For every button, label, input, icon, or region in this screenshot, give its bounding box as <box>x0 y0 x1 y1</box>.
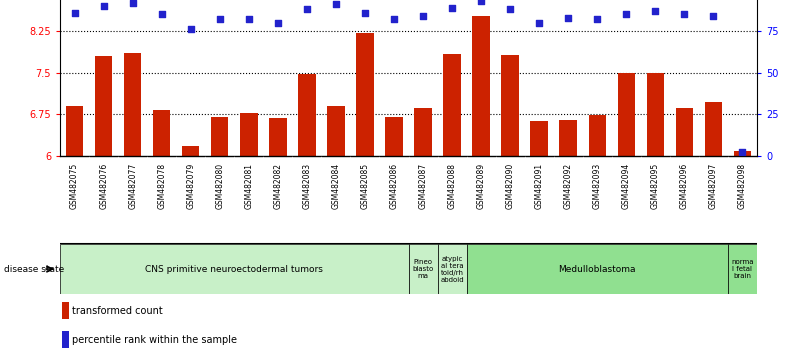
Point <box>329 1 342 7</box>
Point <box>445 5 458 11</box>
Text: disease state: disease state <box>4 264 64 274</box>
Text: GSM482092: GSM482092 <box>564 163 573 209</box>
Text: GSM482077: GSM482077 <box>128 163 137 209</box>
Bar <box>728 244 757 294</box>
Point <box>562 15 574 21</box>
Point <box>272 20 284 25</box>
Text: GSM482079: GSM482079 <box>187 163 195 209</box>
Text: GSM482086: GSM482086 <box>389 163 398 209</box>
Point <box>504 6 517 12</box>
Point <box>184 27 197 32</box>
Point <box>620 11 633 17</box>
Bar <box>675 108 693 156</box>
Bar <box>240 113 257 156</box>
Text: GSM482083: GSM482083 <box>303 163 312 209</box>
Text: GSM482075: GSM482075 <box>70 163 79 209</box>
Point <box>359 10 372 16</box>
Point <box>649 8 662 14</box>
Point <box>388 17 400 22</box>
Text: norma
l fetal
brain: norma l fetal brain <box>731 259 754 279</box>
Bar <box>589 115 606 156</box>
Text: GSM482076: GSM482076 <box>99 163 108 209</box>
Text: GSM482091: GSM482091 <box>535 163 544 209</box>
Text: CNS primitive neuroectodermal tumors: CNS primitive neuroectodermal tumors <box>145 264 324 274</box>
Text: GSM482081: GSM482081 <box>244 163 253 209</box>
Bar <box>705 102 722 156</box>
Point <box>213 17 226 22</box>
Bar <box>618 73 635 156</box>
Bar <box>530 121 548 156</box>
Bar <box>356 33 373 156</box>
Point <box>243 17 256 22</box>
Text: GSM482082: GSM482082 <box>273 163 282 209</box>
Bar <box>646 73 664 156</box>
Bar <box>466 244 728 294</box>
Bar <box>62 331 70 348</box>
Text: GSM482089: GSM482089 <box>477 163 485 209</box>
Point <box>533 20 545 25</box>
Text: percentile rank within the sample: percentile rank within the sample <box>72 335 237 344</box>
Text: atypic
al tera
toid/rh
abdoid: atypic al tera toid/rh abdoid <box>441 256 464 282</box>
Bar <box>124 53 141 156</box>
Text: transformed count: transformed count <box>72 306 163 316</box>
Point <box>417 13 429 19</box>
Text: GSM482080: GSM482080 <box>215 163 224 209</box>
Text: GSM482084: GSM482084 <box>332 163 340 209</box>
Bar <box>414 108 432 156</box>
Text: GSM482087: GSM482087 <box>419 163 428 209</box>
Text: Medulloblastoma: Medulloblastoma <box>558 264 636 274</box>
Bar <box>437 244 466 294</box>
Point <box>678 11 690 17</box>
Text: GSM482095: GSM482095 <box>651 163 660 209</box>
Text: GSM482094: GSM482094 <box>622 163 630 209</box>
Point <box>127 0 139 6</box>
Bar <box>473 16 489 156</box>
Bar <box>269 118 287 156</box>
Point <box>736 150 749 155</box>
Bar <box>734 151 751 156</box>
Bar <box>62 302 70 319</box>
Text: GSM482093: GSM482093 <box>593 163 602 209</box>
Text: GSM482078: GSM482078 <box>157 163 166 209</box>
Bar <box>153 110 171 156</box>
Text: GSM482085: GSM482085 <box>360 163 369 209</box>
Point <box>300 6 313 12</box>
Bar <box>409 244 437 294</box>
Bar <box>66 106 83 156</box>
Point <box>707 13 720 19</box>
Text: GSM482097: GSM482097 <box>709 163 718 209</box>
Text: GSM482090: GSM482090 <box>505 163 514 209</box>
Bar <box>182 146 199 156</box>
Point <box>475 0 488 4</box>
Point <box>155 11 168 17</box>
Text: Pineo
blasto
ma: Pineo blasto ma <box>413 259 433 279</box>
Bar <box>60 244 409 294</box>
Bar <box>211 117 228 156</box>
Point <box>68 10 81 16</box>
Text: GSM482098: GSM482098 <box>738 163 747 209</box>
Bar <box>443 54 461 156</box>
Point <box>591 17 604 22</box>
Bar <box>385 117 403 156</box>
Point <box>97 3 110 9</box>
Bar <box>298 74 316 156</box>
Bar <box>559 120 577 156</box>
Bar <box>327 106 344 156</box>
Bar <box>501 55 519 156</box>
Bar <box>95 56 112 156</box>
Text: GSM482088: GSM482088 <box>448 163 457 209</box>
Text: GSM482096: GSM482096 <box>680 163 689 209</box>
